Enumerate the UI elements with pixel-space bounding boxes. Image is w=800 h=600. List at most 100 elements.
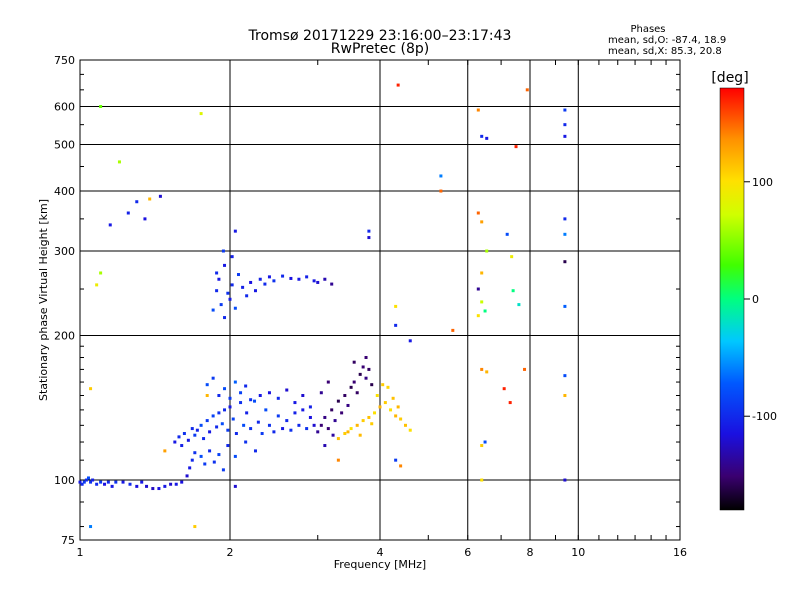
data-point [476,108,480,112]
data-point [367,236,371,240]
data-point [258,277,262,281]
data-point [517,303,521,307]
data-point [239,401,243,405]
data-point [195,428,199,432]
data-point [99,105,103,109]
data-point [346,430,350,434]
data-point [323,277,327,281]
data-point [143,217,147,221]
data-point [244,440,248,444]
data-point [297,277,301,281]
data-point [233,306,237,310]
data-point [480,367,484,371]
data-point [157,487,161,491]
x-tick-label: 2 [227,546,234,559]
data-point [312,279,316,283]
data-point [253,289,257,293]
data-point [439,174,443,178]
data-point [316,430,320,434]
y-tick-label: 200 [54,330,75,343]
data-point [326,380,330,384]
data-point [285,388,289,392]
data-point [103,482,107,486]
data-point [264,408,268,412]
data-point [343,432,347,436]
data-point [399,464,403,468]
data-point [355,423,359,427]
data-point [135,484,139,488]
data-point [326,427,330,431]
x-tick-label: 6 [464,546,471,559]
data-point [185,474,189,478]
data-point [223,316,227,320]
colorbar-tick-label: 0 [752,293,759,306]
data-point [202,437,206,441]
data-point [563,260,567,264]
data-point [267,423,271,427]
data-point [86,476,90,480]
data-point [121,480,125,484]
data-point [399,417,403,421]
data-point [563,304,567,308]
data-point [173,440,177,444]
data-point [199,423,203,427]
x-tick-label: 8 [527,546,534,559]
data-point [381,383,385,387]
data-point [253,399,257,403]
data-point [289,428,293,432]
data-point [451,328,455,332]
data-point [190,458,194,462]
data-point [439,189,443,193]
phases-x-stats: mean, sd,X: 85.3, 20.8 [608,46,722,57]
data-point [205,419,209,423]
data-point [396,405,400,409]
data-point [370,383,374,387]
colorbar-tick-label: -100 [752,410,777,423]
data-point [215,289,219,293]
data-point [301,408,305,412]
data-point [211,414,215,418]
data-point [99,271,103,275]
data-point [308,415,312,419]
grid-lines [80,60,680,540]
data-point [233,380,237,384]
data-point [249,398,253,402]
y-tick-label: 600 [54,101,75,114]
data-point [330,282,334,286]
y-tick-label: 75 [61,534,75,547]
data-point [563,478,567,482]
data-point [151,487,155,491]
y-tick-label: 100 [54,474,75,487]
data-point [281,274,285,278]
data-point [480,271,484,275]
data-point [349,385,353,389]
data-point [223,263,227,267]
y-tick-label: 750 [54,54,75,67]
colorbar [719,87,745,511]
chart-subtitle: RwPretec (8p) [331,41,429,57]
data-point [289,276,293,280]
data-point [182,432,186,436]
data-point [221,249,225,253]
data-point [394,414,398,418]
data-point [312,423,316,427]
data-point [563,134,567,138]
data-point [361,365,365,369]
data-point [236,273,240,277]
data-point [217,411,221,415]
chart-title: Tromsø 20171229 23:16:00–23:17:43 [248,28,512,44]
data-point [82,480,86,484]
data-point [563,108,567,112]
data-point [485,136,489,140]
data-point [230,283,234,287]
data-point [211,376,215,380]
data-point [199,112,203,116]
data-point [233,454,237,458]
x-tick-label: 4 [377,546,384,559]
data-point [221,468,225,472]
data-point [563,394,567,398]
data-point [408,339,412,343]
data-point [128,482,132,486]
data-point [212,460,216,464]
data-point [563,217,567,221]
